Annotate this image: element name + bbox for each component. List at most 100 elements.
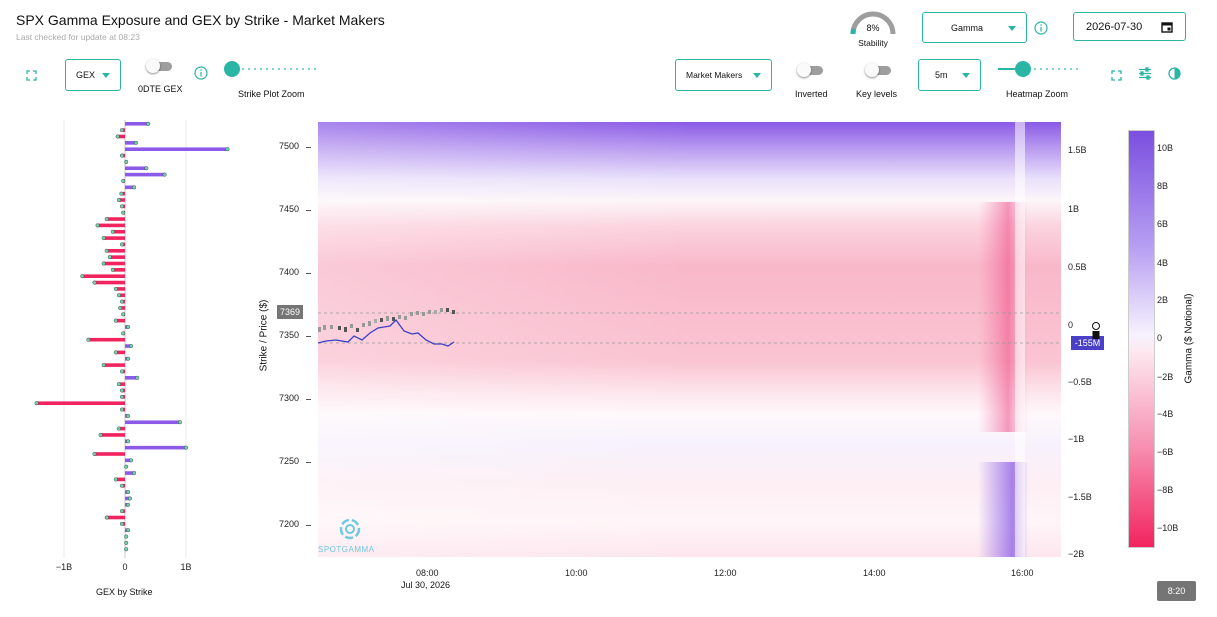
strike-bar-marker bbox=[126, 324, 131, 329]
info-icon[interactable] bbox=[1034, 21, 1048, 40]
info-icon[interactable] bbox=[194, 66, 208, 85]
time-badge: 8:20 bbox=[1157, 581, 1196, 601]
heatmap-right-tick: 1.5B bbox=[1068, 145, 1087, 155]
chevron-down-icon bbox=[753, 73, 761, 78]
key-levels-toggle[interactable] bbox=[865, 63, 893, 77]
gex-select-value: GEX bbox=[76, 70, 96, 80]
strike-bar bbox=[125, 185, 135, 190]
strike-bar bbox=[103, 236, 125, 240]
strike-bar-marker bbox=[110, 267, 115, 272]
colorbar-tick: −4B bbox=[1157, 409, 1174, 419]
zero-dte-toggle[interactable] bbox=[146, 59, 174, 73]
strike-bar-marker bbox=[92, 452, 97, 457]
strike-zoom-slider[interactable] bbox=[224, 60, 316, 78]
strike-bar bbox=[125, 172, 165, 177]
strike-bar-marker bbox=[101, 363, 106, 368]
strike-bar-marker bbox=[119, 128, 124, 133]
colorbar-tick: −10B bbox=[1157, 523, 1179, 533]
expand-icon[interactable] bbox=[26, 68, 37, 86]
strike-bar-marker bbox=[119, 407, 124, 412]
strike-bar-marker bbox=[126, 502, 131, 507]
strike-bar bbox=[125, 147, 228, 151]
page-title: SPX Gamma Exposure and GEX by Strike - M… bbox=[16, 12, 385, 28]
strike-bar-marker bbox=[104, 248, 109, 253]
contrast-icon[interactable] bbox=[1168, 67, 1181, 85]
sliders-icon[interactable] bbox=[1138, 67, 1152, 85]
heatmap-right-tick: −1B bbox=[1068, 434, 1085, 444]
strike-bar-marker bbox=[127, 496, 132, 501]
strike-bar-marker bbox=[110, 229, 115, 234]
heatmap-zoom-slider[interactable] bbox=[998, 60, 1081, 78]
heatmap-y-tick-mark bbox=[306, 336, 311, 337]
gex-line-badge: -155M bbox=[1071, 336, 1104, 350]
interval-select[interactable]: 5m bbox=[918, 59, 981, 91]
colorbar-tick: 4B bbox=[1157, 258, 1169, 268]
strike-bar bbox=[118, 382, 125, 386]
stability-label: Stability bbox=[858, 38, 888, 48]
strike-bar bbox=[109, 255, 125, 259]
strike-bar-marker bbox=[101, 236, 106, 241]
calendar-icon[interactable] bbox=[1161, 21, 1173, 36]
metric-select[interactable]: Gamma bbox=[922, 12, 1027, 43]
strike-bar bbox=[125, 376, 138, 380]
strike-bar-marker bbox=[80, 274, 85, 279]
inverted-toggle[interactable] bbox=[797, 63, 825, 77]
strike-x-tick: 1B bbox=[180, 562, 191, 572]
strike-bar-marker bbox=[126, 356, 131, 361]
heatmap-right-tick: −2B bbox=[1068, 549, 1085, 559]
strike-bar bbox=[103, 363, 125, 367]
strike-bar-marker bbox=[104, 217, 109, 222]
heatmap-y-tick: 7400 bbox=[279, 267, 300, 277]
strike-bar-marker bbox=[119, 394, 124, 399]
heatmap-x-date: Jul 30, 2026 bbox=[401, 580, 451, 590]
chevron-down-icon bbox=[102, 73, 110, 78]
strike-bar bbox=[125, 344, 132, 348]
strike-bar-marker bbox=[107, 255, 112, 260]
strike-bar-marker bbox=[101, 261, 106, 266]
strike-bar-marker bbox=[119, 369, 124, 374]
heatmap-y-tick-mark bbox=[306, 147, 311, 148]
price-badge: 7369 bbox=[277, 305, 303, 319]
strike-bar-marker bbox=[124, 534, 129, 539]
strike-bar bbox=[125, 122, 149, 126]
strike-bar-marker bbox=[119, 242, 124, 247]
heatmap-right-tick: 0 bbox=[1068, 320, 1074, 330]
strike-bar-marker bbox=[119, 153, 124, 158]
colorbar-tick: 2B bbox=[1157, 295, 1169, 305]
strike-bar-marker bbox=[144, 166, 149, 171]
expand-icon[interactable] bbox=[1111, 68, 1122, 86]
strike-bar-marker bbox=[132, 471, 137, 476]
heatmap-zoom-label: Heatmap Zoom bbox=[1006, 89, 1069, 99]
strike-bar-marker bbox=[116, 293, 121, 298]
strike-bar bbox=[118, 426, 125, 431]
strike-bar-marker bbox=[119, 509, 124, 514]
strike-bar-marker bbox=[124, 540, 129, 545]
strike-bar bbox=[115, 318, 125, 323]
participant-select[interactable]: Market Makers bbox=[675, 59, 772, 91]
zero-dte-label: 0DTE GEX bbox=[138, 84, 183, 94]
colorbar bbox=[1128, 130, 1155, 548]
strike-bar-marker bbox=[116, 382, 121, 387]
strike-bar-marker bbox=[86, 337, 91, 342]
heatmap-y-tick: 7500 bbox=[279, 141, 300, 151]
gex-by-strike-chart: −1B 0 1B bbox=[34, 120, 230, 572]
strike-bar bbox=[100, 433, 125, 437]
strike-bar-marker bbox=[124, 547, 129, 552]
date-input[interactable]: 2026-07-30 bbox=[1073, 12, 1186, 41]
strike-bar bbox=[125, 458, 132, 463]
colorbar-tick: −6B bbox=[1157, 447, 1174, 457]
strike-bar bbox=[106, 249, 125, 253]
spotgamma-logo-mark bbox=[339, 518, 361, 540]
strike-bar-marker bbox=[146, 121, 151, 126]
spotgamma-watermark: SPOTGAMMA bbox=[318, 545, 375, 554]
strike-zoom-thumb[interactable] bbox=[224, 61, 240, 77]
strike-bar-marker bbox=[113, 350, 118, 355]
strike-bar-marker bbox=[129, 458, 134, 463]
heatmap-y-tick-mark bbox=[306, 210, 311, 211]
gex-select[interactable]: GEX bbox=[65, 59, 121, 91]
strike-bar-marker bbox=[121, 331, 126, 336]
heatmap-zoom-thumb[interactable] bbox=[1014, 61, 1031, 77]
strike-bar-marker bbox=[162, 172, 167, 177]
date-input-value: 2026-07-30 bbox=[1086, 20, 1143, 33]
metric-select-value: Gamma bbox=[951, 22, 984, 33]
